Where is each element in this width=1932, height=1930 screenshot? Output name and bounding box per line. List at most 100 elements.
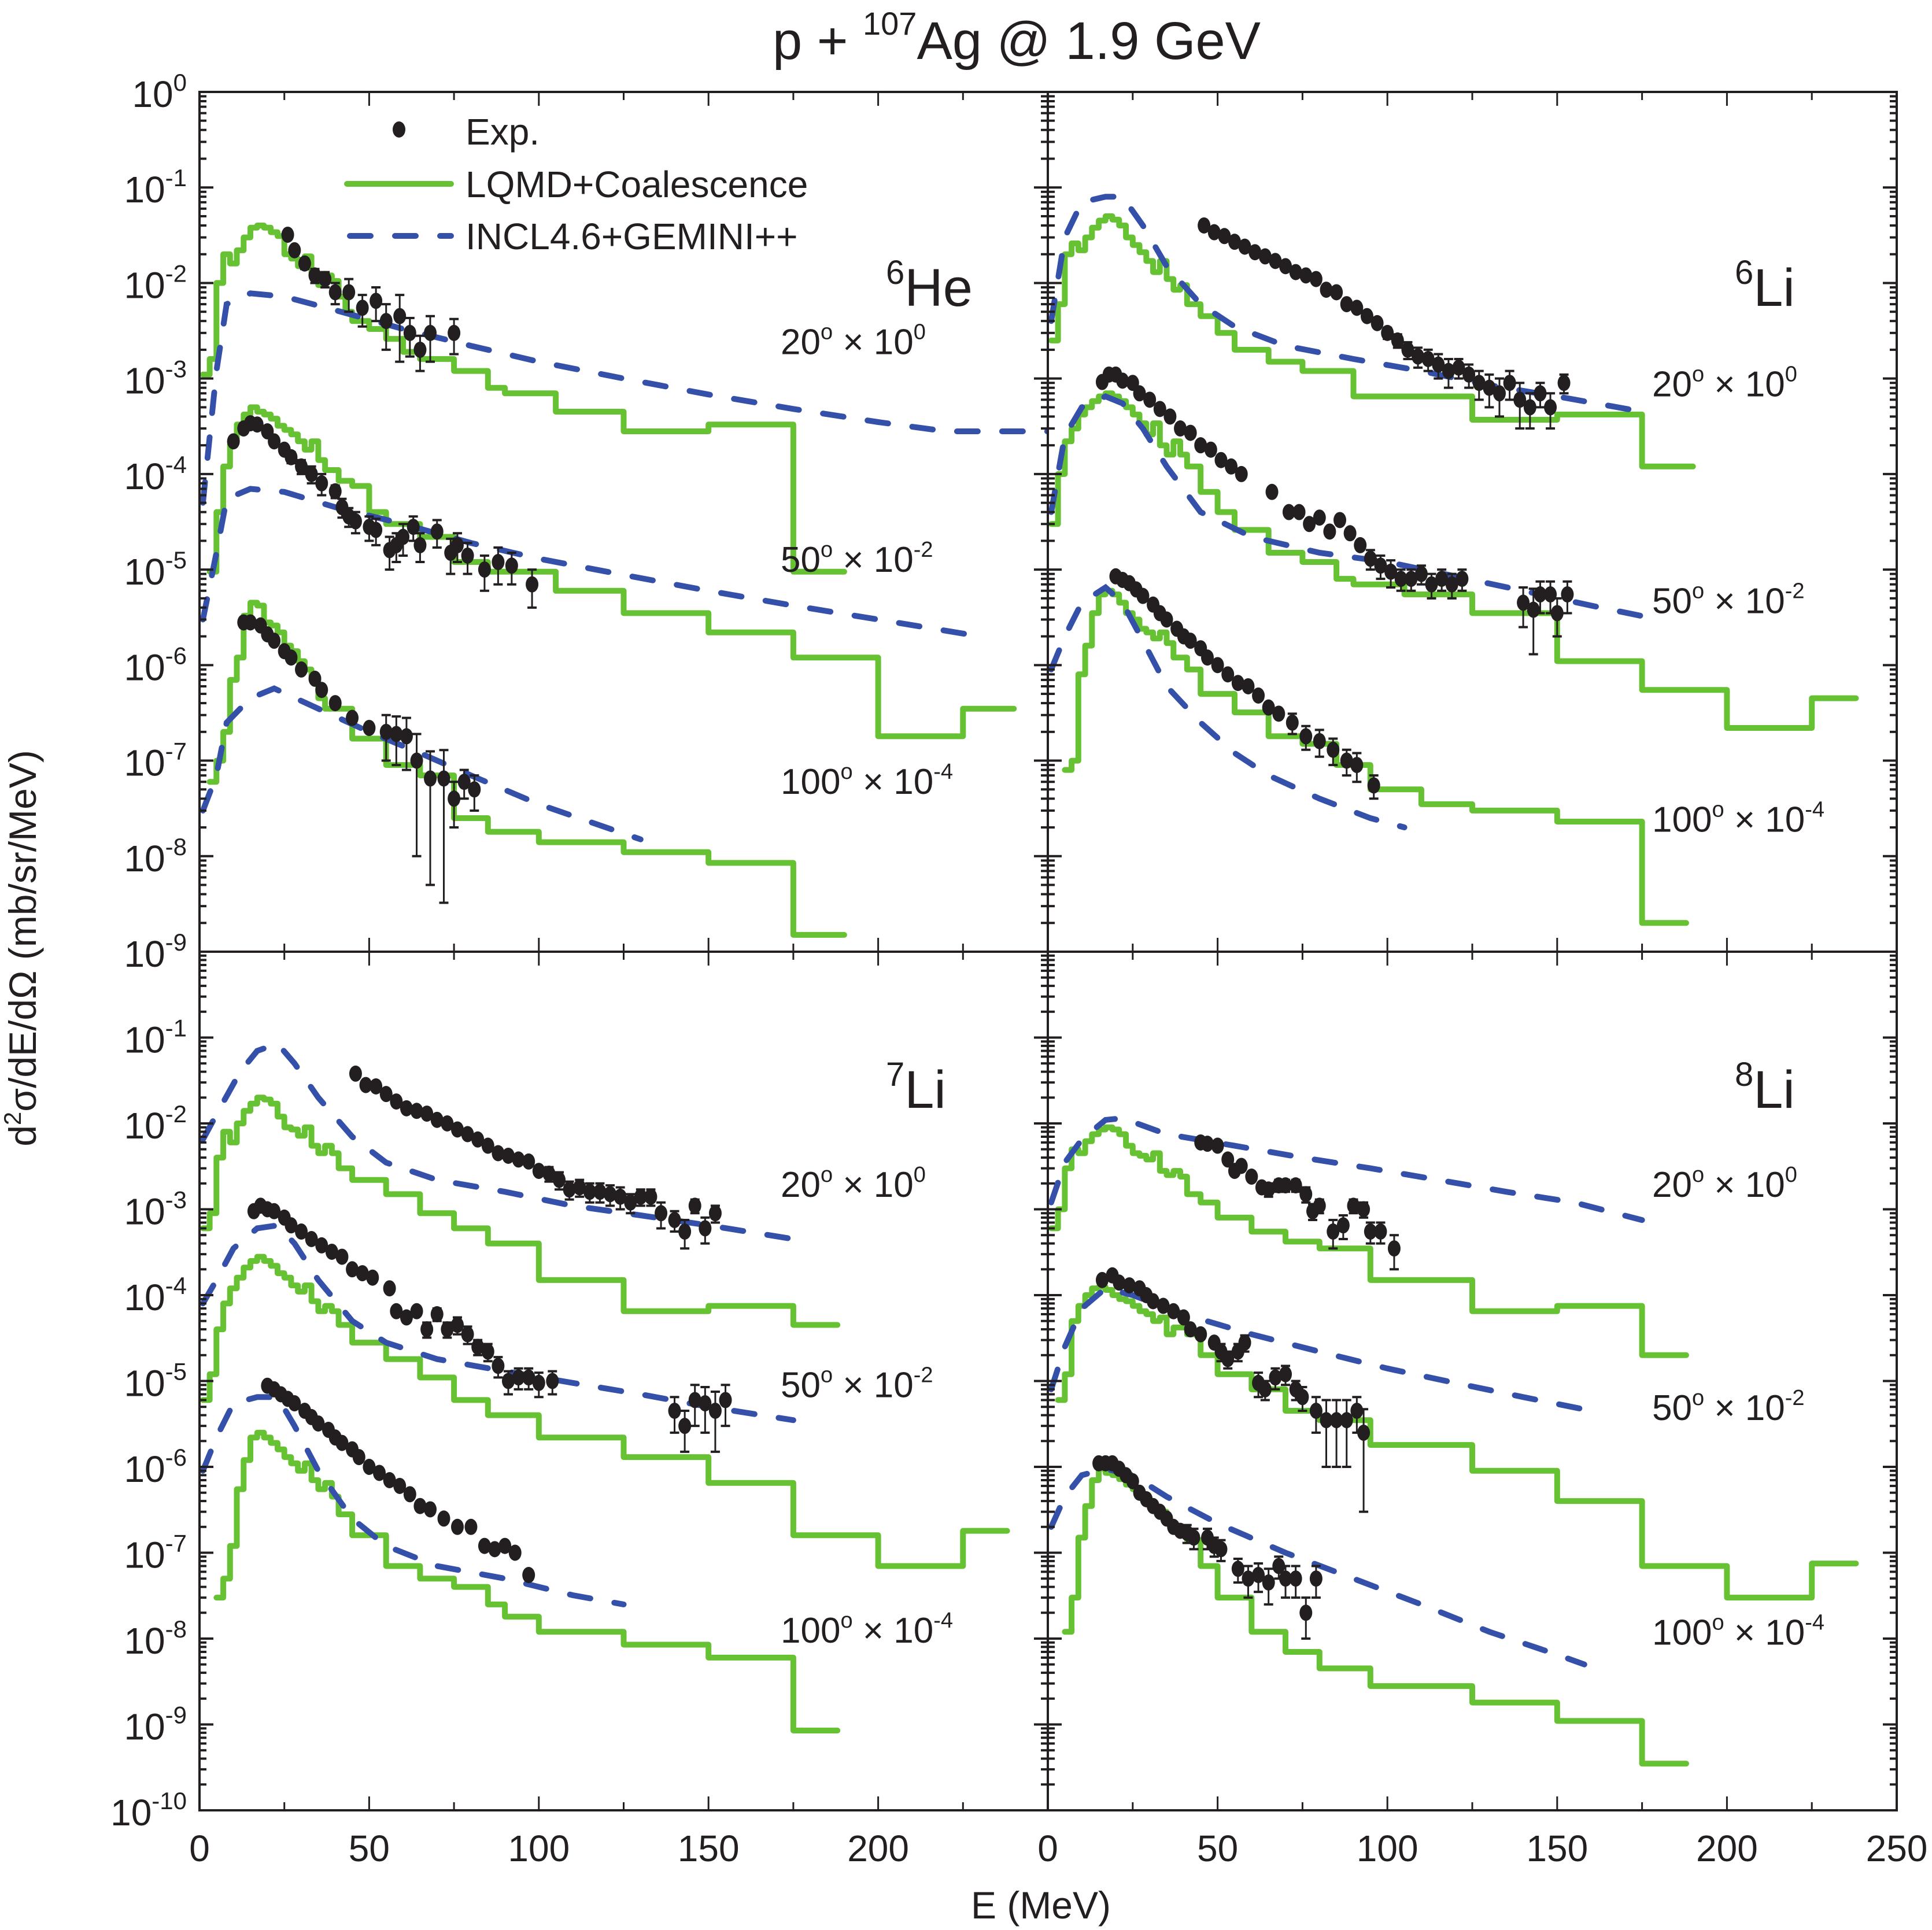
- y-tick-label: 10-6: [124, 642, 187, 688]
- exp-point: [1187, 1529, 1200, 1546]
- y-tick-label: 10-9: [124, 1702, 187, 1748]
- exp-point: [1517, 594, 1530, 611]
- exp-point: [1160, 611, 1173, 628]
- isotope-label-li7: 7Li: [886, 1056, 946, 1119]
- exp-point: [1153, 401, 1166, 417]
- incl-line-li7-20deg: [200, 1040, 796, 1242]
- exp-point: [1177, 1309, 1190, 1326]
- exp-point: [1221, 1351, 1235, 1367]
- exp-point: [1279, 1570, 1292, 1587]
- exp-point: [1364, 550, 1377, 567]
- y-tick-label: 10-4: [124, 1272, 187, 1318]
- exp-point: [553, 1171, 566, 1188]
- exp-point: [1534, 385, 1547, 402]
- exp-point: [250, 416, 264, 433]
- exp-point: [1292, 504, 1306, 520]
- exp-point: [379, 313, 393, 330]
- exp-point: [1557, 375, 1571, 391]
- legend: Exp. LQMD+Coalescence INCL4.6+GEMINI++: [344, 111, 808, 257]
- lqmd-line-li6-20deg: [1048, 213, 1696, 469]
- exp-point: [315, 475, 328, 491]
- exp-point: [356, 1265, 369, 1282]
- exp-point: [1269, 253, 1282, 269]
- exp-point: [1198, 217, 1211, 234]
- exp-point: [328, 284, 342, 301]
- exp-point: [1245, 1169, 1258, 1185]
- legend-marker-exp: [393, 121, 405, 138]
- exp-point: [413, 341, 427, 358]
- exp-point: [644, 1188, 657, 1205]
- exp-point: [424, 324, 437, 341]
- exp-point: [403, 324, 416, 341]
- y-tick-label: 10-1: [124, 1015, 187, 1061]
- exp-point: [1309, 1570, 1323, 1587]
- exp-point: [492, 1358, 505, 1374]
- exp-point: [1279, 258, 1292, 275]
- y-tick-label: 10-5: [124, 1358, 187, 1404]
- angle-label-20: 20o × 100: [781, 1163, 926, 1205]
- exp-point: [593, 1184, 607, 1200]
- exp-point: [532, 1374, 545, 1391]
- exp-point: [563, 1181, 576, 1198]
- exp-point: [298, 255, 311, 272]
- y-tick-label: 10-5: [124, 546, 187, 593]
- exp-point: [614, 1188, 627, 1205]
- exp-point: [1384, 563, 1398, 580]
- x-tick-label: 0: [1037, 1828, 1058, 1869]
- exp-point: [1228, 234, 1241, 250]
- chart-title: p + 107Ag @ 1.9 GeV: [773, 5, 1261, 71]
- exp-point: [1544, 399, 1557, 416]
- exp-point: [295, 458, 308, 475]
- lqmd-line-li6-50deg: [1048, 390, 1859, 731]
- exp-point: [1143, 391, 1157, 408]
- exp-point: [471, 1131, 485, 1148]
- exp-point: [488, 1541, 501, 1558]
- x-tick-label: 250: [1866, 1828, 1928, 1869]
- exp-point: [1194, 1326, 1207, 1343]
- incl-line-li6-100deg: [1048, 583, 1408, 830]
- exp-point: [1214, 452, 1228, 468]
- exp-point: [1262, 1574, 1275, 1591]
- exp-point: [410, 752, 423, 769]
- exp-point: [634, 1188, 647, 1205]
- exp-point: [1374, 1223, 1387, 1240]
- exp-point: [1282, 504, 1295, 520]
- lqmd-line-li6-100deg: [1062, 587, 1689, 926]
- exp-point: [1231, 675, 1244, 692]
- exp-point: [1214, 1541, 1228, 1558]
- exp-point: [400, 1100, 413, 1116]
- exp-point: [1133, 385, 1146, 402]
- exp-point: [335, 1434, 349, 1451]
- exp-point: [410, 1103, 423, 1119]
- exp-point: [512, 1151, 525, 1168]
- exp-point: [471, 1339, 485, 1355]
- isotope-label-li6: 6Li: [1735, 254, 1795, 317]
- exp-point: [1269, 1369, 1282, 1386]
- exp-point: [1347, 1197, 1360, 1214]
- exp-point: [430, 523, 444, 540]
- exp-point: [295, 1223, 308, 1240]
- exp-point: [1394, 571, 1408, 587]
- exp-point: [1330, 284, 1343, 301]
- exp-point: [356, 300, 369, 316]
- exp-point: [464, 1518, 478, 1535]
- lqmd-line-li7-100deg: [213, 1429, 841, 1733]
- exp-point: [227, 433, 240, 450]
- exp-point: [498, 1537, 512, 1554]
- exp-point: [1320, 282, 1333, 298]
- x-tick-label: 150: [1526, 1828, 1588, 1869]
- exp-point: [1221, 1151, 1235, 1168]
- angle-label-100: 100o × 10-4: [781, 760, 953, 802]
- exp-point: [312, 1415, 325, 1432]
- exp-point: [328, 483, 342, 500]
- exp-point: [1238, 1334, 1251, 1351]
- exp-point: [1493, 385, 1506, 402]
- y-tick-label: 10-6: [124, 1444, 187, 1490]
- exp-point: [492, 1145, 505, 1162]
- exp-point: [1357, 1424, 1370, 1441]
- exp-point: [508, 1544, 522, 1561]
- y-tick-label: 10-10: [110, 1787, 187, 1833]
- angle-label-50: 50o × 10-2: [1652, 1386, 1805, 1428]
- incl-line-li7-100deg: [200, 1394, 627, 1607]
- exp-point: [1343, 525, 1357, 542]
